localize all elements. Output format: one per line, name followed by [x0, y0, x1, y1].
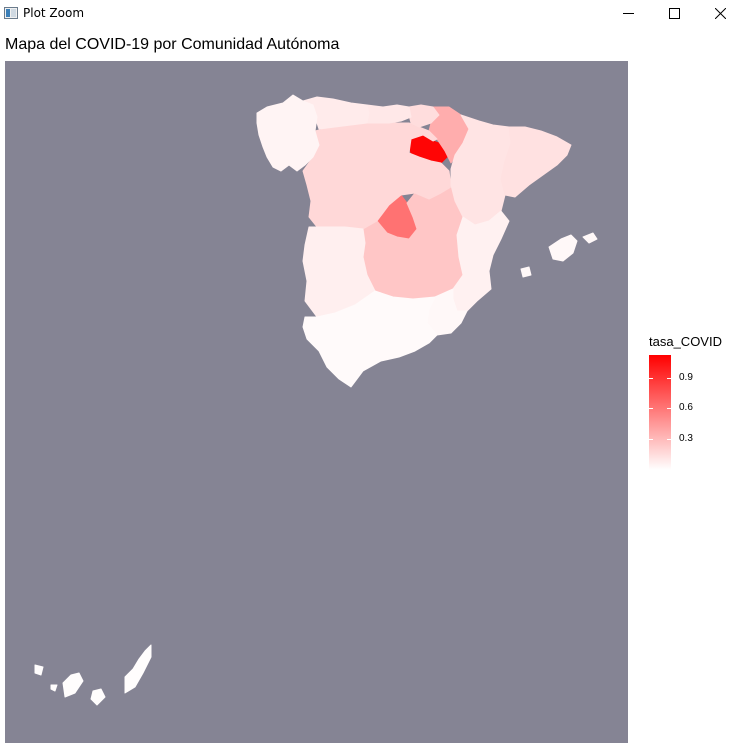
legend-tick-mark: [667, 377, 671, 379]
legend-tick-mark: [649, 377, 653, 379]
legend-tick-mark: [649, 408, 653, 410]
legend-tick-label: 0.9: [679, 371, 693, 383]
region-cantabria: [366, 104, 412, 124]
legend-tick-mark: [649, 439, 653, 441]
window-titlebar: Plot Zoom: [0, 0, 744, 28]
legend-tick-label: 0.6: [679, 402, 693, 414]
region-asturias: [302, 96, 370, 130]
close-icon: [715, 8, 726, 19]
region-galicia: [256, 94, 320, 172]
region-islas-baleares: [520, 232, 598, 278]
plot-title: Mapa del COVID-19 por Comunidad Autónoma: [5, 36, 340, 53]
maximize-button[interactable]: [652, 0, 698, 28]
window-title: Plot Zoom: [23, 6, 85, 20]
minimize-button[interactable]: [606, 0, 652, 28]
legend-colorbar: [649, 355, 671, 470]
region-cataluña: [500, 126, 572, 198]
legend-tick-mark: [667, 408, 671, 410]
legend-title: tasa_COVID: [649, 334, 722, 349]
close-button[interactable]: [698, 0, 744, 28]
region-canarias: [34, 644, 152, 706]
region-comunidad-valenciana: [452, 210, 510, 312]
map-panel: [5, 61, 628, 743]
region-andalucía: [302, 290, 438, 388]
legend-tick-mark: [667, 439, 671, 441]
minimize-icon: [623, 13, 634, 14]
legend-tick-label: 0.3: [679, 433, 693, 445]
maximize-icon: [669, 8, 680, 19]
map-svg: [34, 94, 598, 706]
app-icon: [4, 7, 18, 19]
